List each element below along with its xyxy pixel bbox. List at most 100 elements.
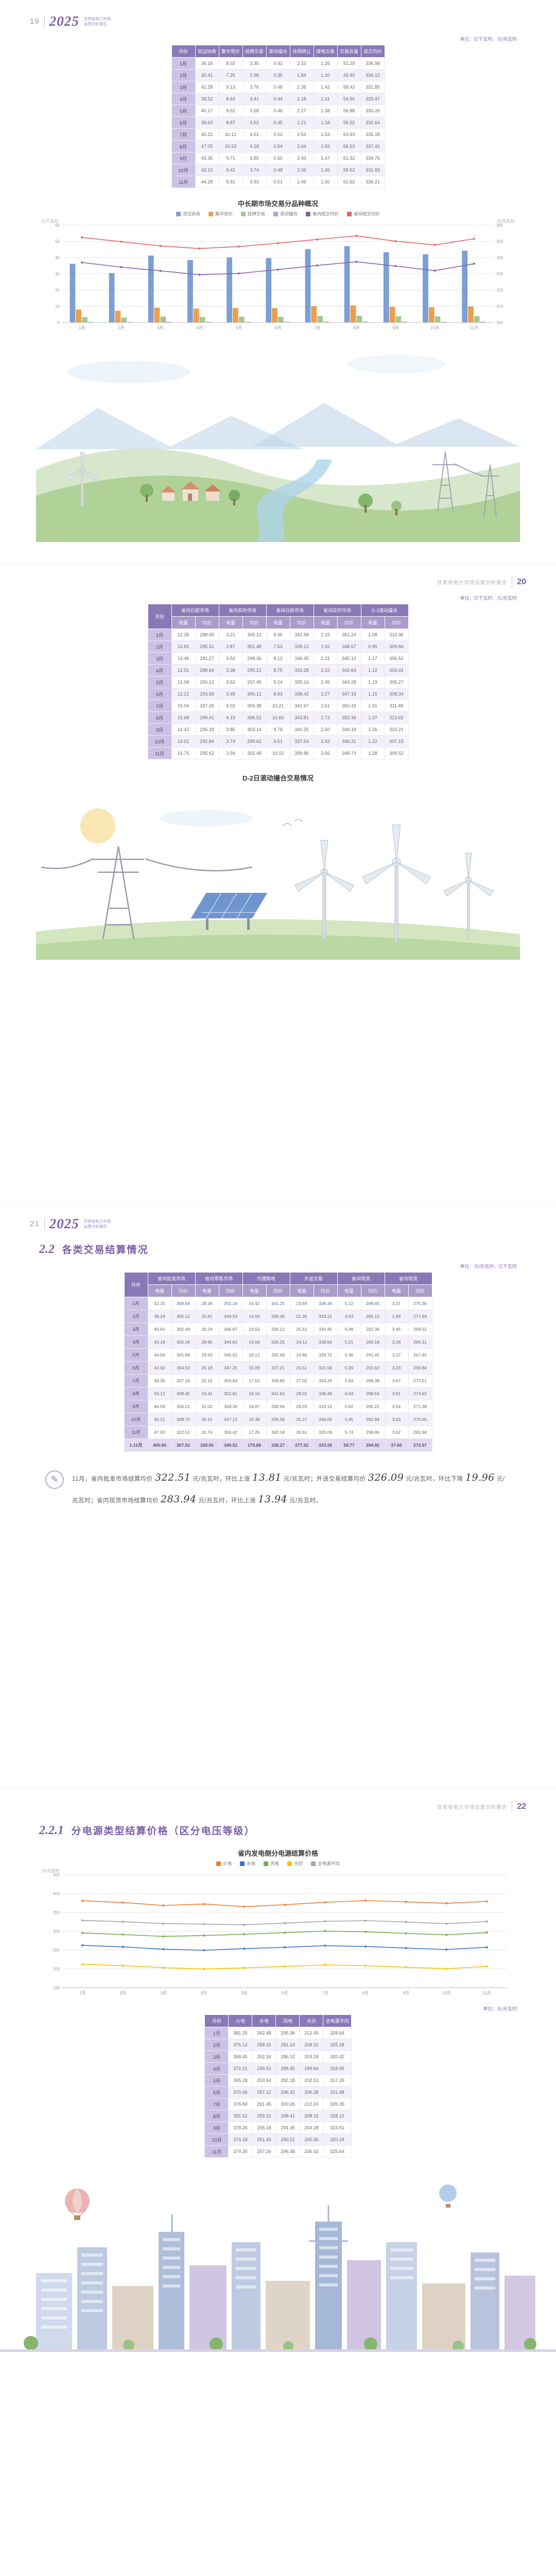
- table-cell: 206.42: [299, 2145, 324, 2158]
- table-cell: 14.75: [171, 747, 196, 759]
- svg-text:元/兆瓦时: 元/兆瓦时: [42, 1868, 59, 1873]
- month-cell: 3月: [171, 81, 196, 93]
- table-cell: 304.38: [242, 700, 267, 712]
- table-cell: 5.62: [337, 1400, 361, 1413]
- table-cell: 2.50: [313, 723, 338, 736]
- table-cell: 291.24: [275, 2039, 300, 2051]
- svg-text:1月: 1月: [79, 1991, 85, 1995]
- section-heading: D-2日滚动撮合交易情况: [242, 774, 314, 782]
- table-cell: 305.12: [242, 629, 267, 641]
- table-cell: 328.64: [323, 2027, 352, 2039]
- table-cell: 1.37: [360, 711, 385, 724]
- table-header-cell: 电量: [242, 1284, 267, 1297]
- table-cell: 2.72: [313, 711, 338, 724]
- table-header-cell: 集中竞价: [218, 45, 243, 58]
- table-header-cell: 省内批发市场: [147, 1272, 196, 1285]
- table-cell: 15.68: [242, 1335, 267, 1349]
- svg-text:10: 10: [55, 304, 60, 309]
- table-cell: 295.62: [195, 747, 219, 759]
- table-cell: 333.28: [289, 664, 314, 676]
- table-cell: 2.54: [289, 128, 314, 141]
- table-cell: 30.41: [195, 69, 219, 81]
- table-header-cell: 电量: [195, 1284, 219, 1297]
- table-cell: 318.95: [323, 2062, 352, 2075]
- table-cell: 297.45: [242, 676, 267, 688]
- table-cell: 1.25: [313, 57, 338, 70]
- table-cell: 14.01: [171, 735, 196, 748]
- table-header-cell: 均价: [289, 616, 314, 629]
- table-cell: 2.21: [289, 116, 314, 129]
- table-cell: 25.81: [195, 1310, 219, 1323]
- month-cell: 9月: [147, 723, 172, 736]
- table-cell: 267.45: [408, 1348, 432, 1362]
- svg-text:40: 40: [55, 256, 60, 260]
- table-cell: 5.74: [337, 1426, 361, 1439]
- table-cell: 3.41: [242, 93, 267, 105]
- table-cell: 301.84: [171, 1348, 196, 1362]
- legend-item: 全电源平均: [311, 1860, 340, 1867]
- table-cell: 257.12: [252, 2086, 276, 2098]
- table-header-cell: D-2滚动撮合: [360, 604, 409, 617]
- note-segment: 元/兆瓦时，环比下降: [406, 1476, 463, 1482]
- highlight-number: 13.94: [258, 1493, 288, 1505]
- table-cell: 4.19: [218, 711, 243, 724]
- table-cell: 63.93: [337, 128, 361, 141]
- midlongterm-monthly-table: 月份 双边协商 集中竞价 挂牌交易 滚动撮合 合同转让 绿电交易 交易总量 成交均价 1月 36.1…: [171, 45, 385, 188]
- table-cell: 356.42: [218, 1426, 243, 1439]
- table-cell: 300.12: [242, 688, 267, 700]
- table-cell: 45.21: [195, 128, 219, 141]
- table-cell: 339.85: [266, 1374, 290, 1387]
- table-cell: 337.54: [289, 735, 314, 748]
- table-cell: 30.15: [195, 1413, 219, 1426]
- table-cell: 29.18: [195, 1361, 219, 1375]
- table-row: 6月 43.92 304.52 29.18 347.25 15.89 337.21 24.51…: [124, 1361, 432, 1375]
- table-header-cell: 均价: [313, 1284, 338, 1297]
- section-number: 2.2: [39, 1243, 55, 1256]
- table-row: 2月 10.82 295.31 2.87 301.48 7.53 339.12 1.92 348…: [147, 640, 409, 653]
- table-cell: 272.51: [408, 1374, 432, 1387]
- table-cell: 296.32: [275, 2086, 300, 2098]
- in-province-price-table: 月份 火电 水电 风电 光伏 全电源平均 1月 381.25 262.48 295.36 212.4…: [204, 2014, 352, 2158]
- table-row: 2月 30.41 7.25 2.98 0.35 1.84 1.10 43.93 334.12: [171, 69, 385, 81]
- table-cell: 341.67: [289, 700, 314, 712]
- table-cell: 336.98: [360, 57, 385, 70]
- table-cell: 3.37: [384, 1348, 409, 1362]
- table-cell: 1.50: [313, 176, 338, 188]
- table-cell: 307.18: [171, 1374, 196, 1387]
- table-cell: 4.01: [242, 128, 267, 141]
- table-cell: 1.26: [360, 723, 385, 736]
- table-cell: 0.51: [266, 176, 290, 188]
- table-cell: 337.42: [360, 140, 385, 152]
- table-cell: 208.32: [299, 2039, 324, 2051]
- table-cell: 309.45: [171, 1387, 196, 1400]
- table-header-cell: 月份: [204, 2014, 229, 2027]
- table-cell: 3.67: [384, 1374, 409, 1387]
- table-cell: 283.94: [408, 1426, 432, 1439]
- table-cell: 48.35: [147, 1374, 172, 1387]
- table-cell: 23.93: [289, 1297, 314, 1310]
- table-cell: 2.49: [289, 176, 314, 188]
- table-cell: 349.52: [218, 1438, 243, 1452]
- month-cell: 7月: [171, 128, 196, 141]
- table-cell: 59.52: [337, 164, 361, 176]
- table-cell: 325.18: [323, 2039, 352, 2051]
- month-cell: 10月: [147, 735, 172, 748]
- report-logo-year: 2025: [49, 1216, 79, 1231]
- table-row: 7月 15.04 297.26 4.02 304.38 10.21 341.67 2.61 35…: [147, 700, 409, 712]
- table-cell: 249.52: [252, 2062, 276, 2075]
- table-cell: 5.29: [337, 1361, 361, 1375]
- page-header-right: 甘肃省电力市场运营分析报告 20: [0, 564, 556, 588]
- month-cell: 10月: [124, 1413, 148, 1426]
- table-cell: 298.45: [360, 1297, 385, 1310]
- table-cell: 3.28: [384, 1335, 409, 1349]
- table-cell: 208.16: [299, 2110, 324, 2122]
- table-cell: 338.94: [266, 1400, 290, 1413]
- table-cell: 3.85: [218, 723, 243, 736]
- table-cell: 1.22: [360, 735, 385, 748]
- table-cell: 31.02: [195, 1400, 219, 1413]
- table-row: 3月 41.28 9.13 3.76 0.48 2.35 1.42 58.42 331.85: [171, 81, 385, 93]
- table-cell: 3.35: [242, 57, 267, 70]
- table-cell: 298.54: [360, 1387, 385, 1400]
- table-cell: 291.45: [360, 1348, 385, 1362]
- table-header-cell: 省内零售市场: [195, 1272, 243, 1285]
